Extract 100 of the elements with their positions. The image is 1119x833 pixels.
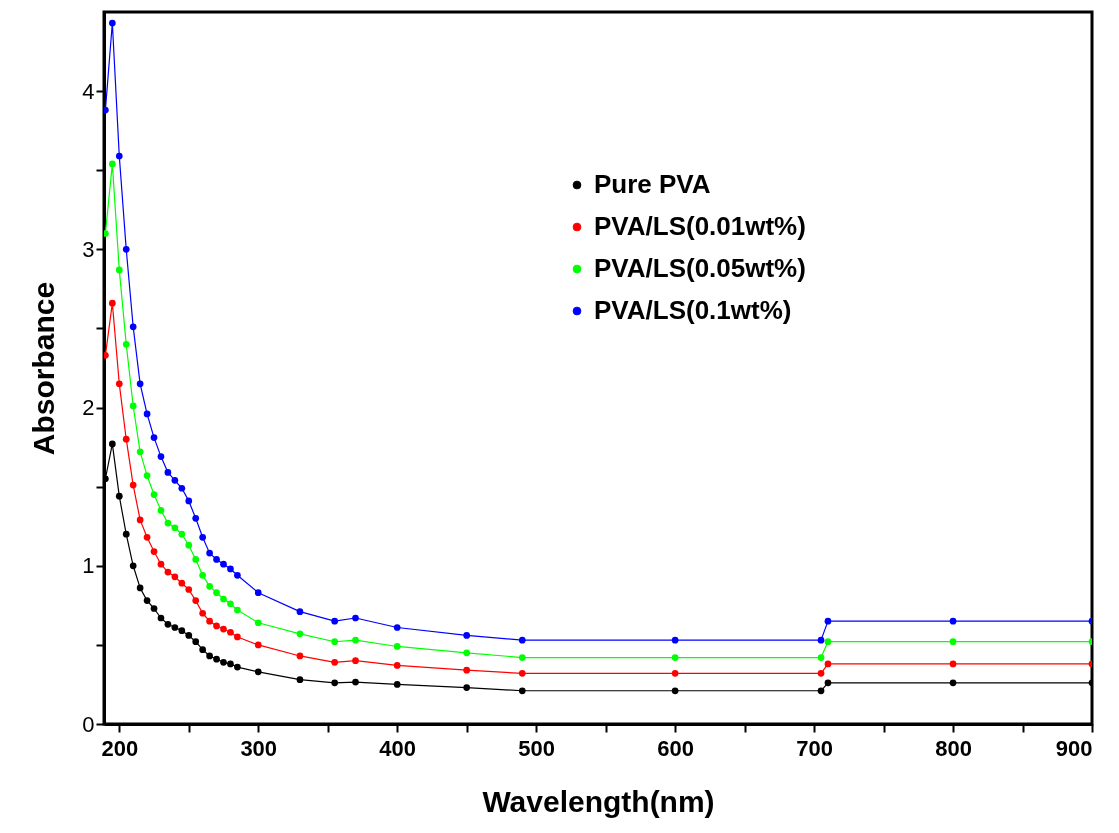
point [122, 340, 130, 348]
point [220, 560, 227, 568]
point [352, 636, 359, 644]
point [115, 492, 123, 500]
point [671, 687, 679, 695]
point [296, 652, 304, 660]
point [227, 565, 234, 573]
point [108, 160, 116, 168]
point [122, 530, 130, 538]
y-tick-label: 2 [82, 395, 95, 421]
point [213, 655, 220, 663]
y-tick-label: 3 [82, 236, 95, 262]
point [518, 636, 526, 644]
x-tick-label: 800 [935, 735, 972, 761]
point [817, 636, 825, 644]
point [115, 380, 123, 388]
point [352, 678, 359, 686]
point [254, 641, 262, 649]
point [129, 562, 137, 570]
point [949, 638, 957, 646]
x-tick-label: 300 [240, 735, 278, 761]
point [352, 614, 359, 622]
point [206, 583, 213, 590]
point [150, 434, 158, 441]
point [164, 519, 172, 527]
legend-label: PVA/LS(0.01wt%) [594, 211, 806, 241]
point [206, 549, 213, 557]
point [150, 605, 158, 612]
point [227, 600, 234, 608]
point [192, 597, 200, 604]
point [199, 533, 207, 541]
point [157, 453, 165, 460]
legend-label: PVA/LS(0.05wt%) [594, 253, 806, 283]
point [122, 435, 130, 443]
y-tick-label: 4 [82, 78, 95, 104]
point [331, 617, 339, 625]
point [171, 476, 179, 484]
point [824, 660, 832, 668]
point [185, 632, 193, 639]
point [234, 571, 241, 579]
point [463, 649, 471, 657]
point [671, 636, 679, 644]
point [129, 323, 137, 331]
point [185, 541, 193, 549]
x-axis-title: Wavelength(nm) [482, 784, 715, 818]
point [108, 299, 116, 307]
point [518, 670, 526, 677]
point [213, 589, 220, 597]
point [171, 624, 179, 631]
point [331, 658, 339, 666]
point [817, 654, 825, 661]
point [254, 668, 262, 676]
point [192, 638, 200, 646]
point [136, 584, 144, 592]
x-tick-label: 900 [1055, 735, 1093, 761]
point [518, 654, 526, 661]
point [164, 568, 172, 576]
point [227, 628, 234, 636]
point [213, 622, 220, 630]
point [115, 152, 123, 160]
x-tick-label: 200 [101, 735, 139, 761]
point [206, 652, 213, 660]
point [171, 573, 179, 581]
point [254, 619, 262, 627]
point [824, 638, 832, 646]
point [143, 533, 151, 541]
point [178, 627, 186, 634]
point [164, 620, 172, 628]
x-tick-label: 600 [657, 735, 694, 761]
point [671, 654, 679, 661]
point [157, 614, 165, 622]
point [296, 608, 304, 616]
point [817, 670, 825, 677]
point [463, 632, 471, 639]
point [234, 606, 241, 614]
point [192, 514, 200, 522]
point [220, 625, 227, 633]
point [393, 681, 401, 688]
point [185, 497, 193, 505]
point [331, 679, 339, 687]
point [199, 571, 207, 579]
point [254, 589, 262, 597]
x-tick-label: 700 [796, 735, 833, 761]
point [949, 617, 957, 625]
point [352, 657, 359, 665]
point [185, 586, 193, 593]
point [157, 560, 165, 568]
point [213, 556, 220, 563]
x-tick-label: 500 [518, 735, 556, 761]
point [220, 595, 227, 603]
point [108, 19, 116, 27]
point [824, 679, 832, 687]
point [178, 484, 186, 492]
point [234, 633, 241, 641]
y-tick-label: 0 [82, 711, 95, 737]
x-tick-label: 400 [379, 735, 417, 761]
point [192, 556, 200, 563]
point [108, 440, 116, 448]
point [150, 548, 158, 555]
point [206, 617, 213, 625]
